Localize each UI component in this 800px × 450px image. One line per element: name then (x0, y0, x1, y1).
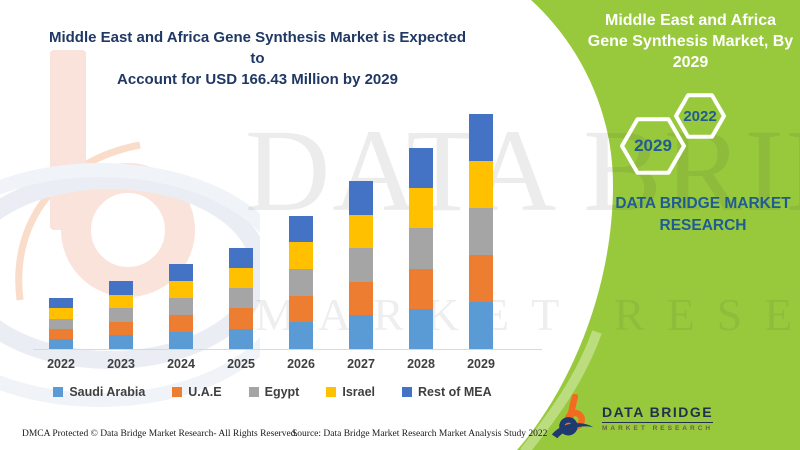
bar-segment-2025-egypt (229, 288, 253, 309)
hexagon-2029 (620, 117, 686, 175)
bar-segment-2028-rest-of-mea (409, 148, 433, 189)
bar-segment-2024-israel (169, 281, 193, 299)
logo-title: DATA BRIDGE (602, 404, 714, 423)
dmca-notice: DMCA Protected © Data Bridge Market Rese… (22, 429, 298, 439)
bar-segment-2026-rest-of-mea (289, 215, 313, 243)
legend-label: Saudi Arabia (69, 385, 146, 399)
chart-headline-line1: Middle East and Africa Gene Synthesis Ma… (48, 29, 467, 67)
bar-segment-2025-saudi-arabia (229, 328, 253, 349)
bar-2025 (229, 247, 253, 349)
chart-headline: Middle East and Africa Gene Synthesis Ma… (40, 27, 475, 90)
legend-item-u-a-e: U.A.E (172, 385, 222, 399)
legend-swatch (172, 387, 183, 397)
bar-segment-2027-egypt (349, 248, 373, 282)
chart-headline-line2: Account for USD 166.43 Million by 2029 (117, 71, 398, 88)
legend-swatch (402, 387, 413, 397)
x-axis-labels: 2022 2023 2024 2025 2026 2027 2028 2029 (35, 357, 540, 373)
legend-swatch (326, 387, 337, 397)
bar-2027 (349, 181, 373, 349)
bar-segment-2027-u-a-e (349, 281, 373, 316)
data-bridge-logo: DATA BRIDGE MARKET RESEARCH (550, 394, 714, 442)
panel-title: Middle East and Africa Gene Synthesis Ma… (587, 12, 794, 71)
bar-segment-2025-rest-of-mea (229, 247, 253, 268)
bar-segment-2025-u-a-e (229, 308, 253, 329)
x-axis-label-2024: 2024 (167, 357, 195, 371)
data-bridge-logo-mark (551, 394, 594, 439)
bar-segment-2023-egypt (109, 308, 133, 322)
x-axis-label-2027: 2027 (347, 357, 375, 371)
chart-legend: Saudi Arabia U.A.E Egypt Israel Rest of MEA (35, 385, 540, 399)
x-axis-label-2022: 2022 (47, 357, 75, 371)
bar-segment-2022-rest-of-mea (49, 298, 73, 309)
legend-swatch (53, 387, 64, 397)
bar-segment-2029-israel (469, 161, 493, 209)
bar-segment-2026-egypt (289, 269, 313, 296)
year-hexagons (620, 93, 726, 175)
bar-segment-2022-israel (49, 308, 73, 319)
bar-segment-2026-israel (289, 242, 313, 270)
source-note: Source: Data Bridge Market Research Mark… (292, 429, 548, 439)
bar-segment-2023-u-a-e (109, 321, 133, 336)
bar-segment-2029-u-a-e (469, 255, 493, 303)
bar-segment-2024-u-a-e (169, 315, 193, 333)
legend-item-saudi-arabia: Saudi Arabia (53, 385, 145, 399)
x-axis-label-2025: 2025 (227, 357, 255, 371)
bar-segment-2024-rest-of-mea (169, 264, 193, 282)
bar-segment-2027-saudi-arabia (349, 315, 373, 349)
bar-segment-2029-saudi-arabia (469, 302, 493, 349)
bar-2026 (289, 215, 313, 349)
x-axis-label-2028: 2028 (407, 357, 435, 371)
bar-segment-2028-u-a-e (409, 268, 433, 309)
legend-label: Israel (342, 385, 376, 399)
bar-segment-2023-rest-of-mea (109, 281, 133, 295)
legend-swatch (248, 387, 259, 397)
bar-segment-2028-egypt (409, 228, 433, 269)
bar-segment-2022-u-a-e (49, 328, 73, 339)
bar-2023 (109, 281, 133, 349)
bar-segment-2029-egypt (469, 208, 493, 256)
hexagon-year-back: 2022 (683, 108, 717, 125)
bar-segment-2028-saudi-arabia (409, 308, 433, 349)
bar-segment-2026-saudi-arabia (289, 322, 313, 349)
legend-item-egypt: Egypt (248, 385, 300, 399)
x-axis-label-2029: 2029 (467, 357, 495, 371)
brand-name: DATA BRIDGE MARKET RESEARCH (615, 195, 791, 234)
x-axis-line (33, 349, 542, 350)
x-axis-label-2026: 2026 (287, 357, 315, 371)
bar-segment-2029-rest-of-mea (469, 114, 493, 162)
bar-segment-2024-saudi-arabia (169, 332, 193, 349)
bar-segment-2022-saudi-arabia (49, 338, 73, 349)
bar-segment-2027-rest-of-mea (349, 181, 373, 215)
logo-text-block: DATA BRIDGE MARKET RESEARCH (602, 404, 714, 432)
legend-label: U.A.E (188, 385, 222, 399)
bar-segment-2023-israel (109, 294, 133, 309)
x-axis-label-2023: 2023 (107, 357, 135, 371)
hexagon-2022 (674, 93, 726, 139)
bar-segment-2026-u-a-e (289, 295, 313, 323)
logo-subtitle: MARKET RESEARCH (602, 425, 714, 432)
legend-label: Rest of MEA (418, 385, 492, 399)
bar-segment-2022-egypt (49, 318, 73, 329)
bar-plot-area (35, 109, 540, 349)
bar-segment-2027-israel (349, 214, 373, 249)
legend-item-israel: Israel (326, 385, 375, 399)
bar-segment-2028-israel (409, 188, 433, 229)
legend-item-rest-of-mea: Rest of MEA (402, 385, 492, 399)
bar-segment-2025-israel (229, 267, 253, 289)
hexagon-year-front: 2029 (634, 136, 672, 155)
legend-label: Egypt (264, 385, 300, 399)
bar-2024 (169, 264, 193, 349)
bar-segment-2023-saudi-arabia (109, 335, 133, 349)
bar-2028 (409, 148, 433, 349)
bar-2022 (49, 298, 73, 349)
bar-segment-2024-egypt (169, 298, 193, 316)
bar-2029 (469, 114, 493, 349)
